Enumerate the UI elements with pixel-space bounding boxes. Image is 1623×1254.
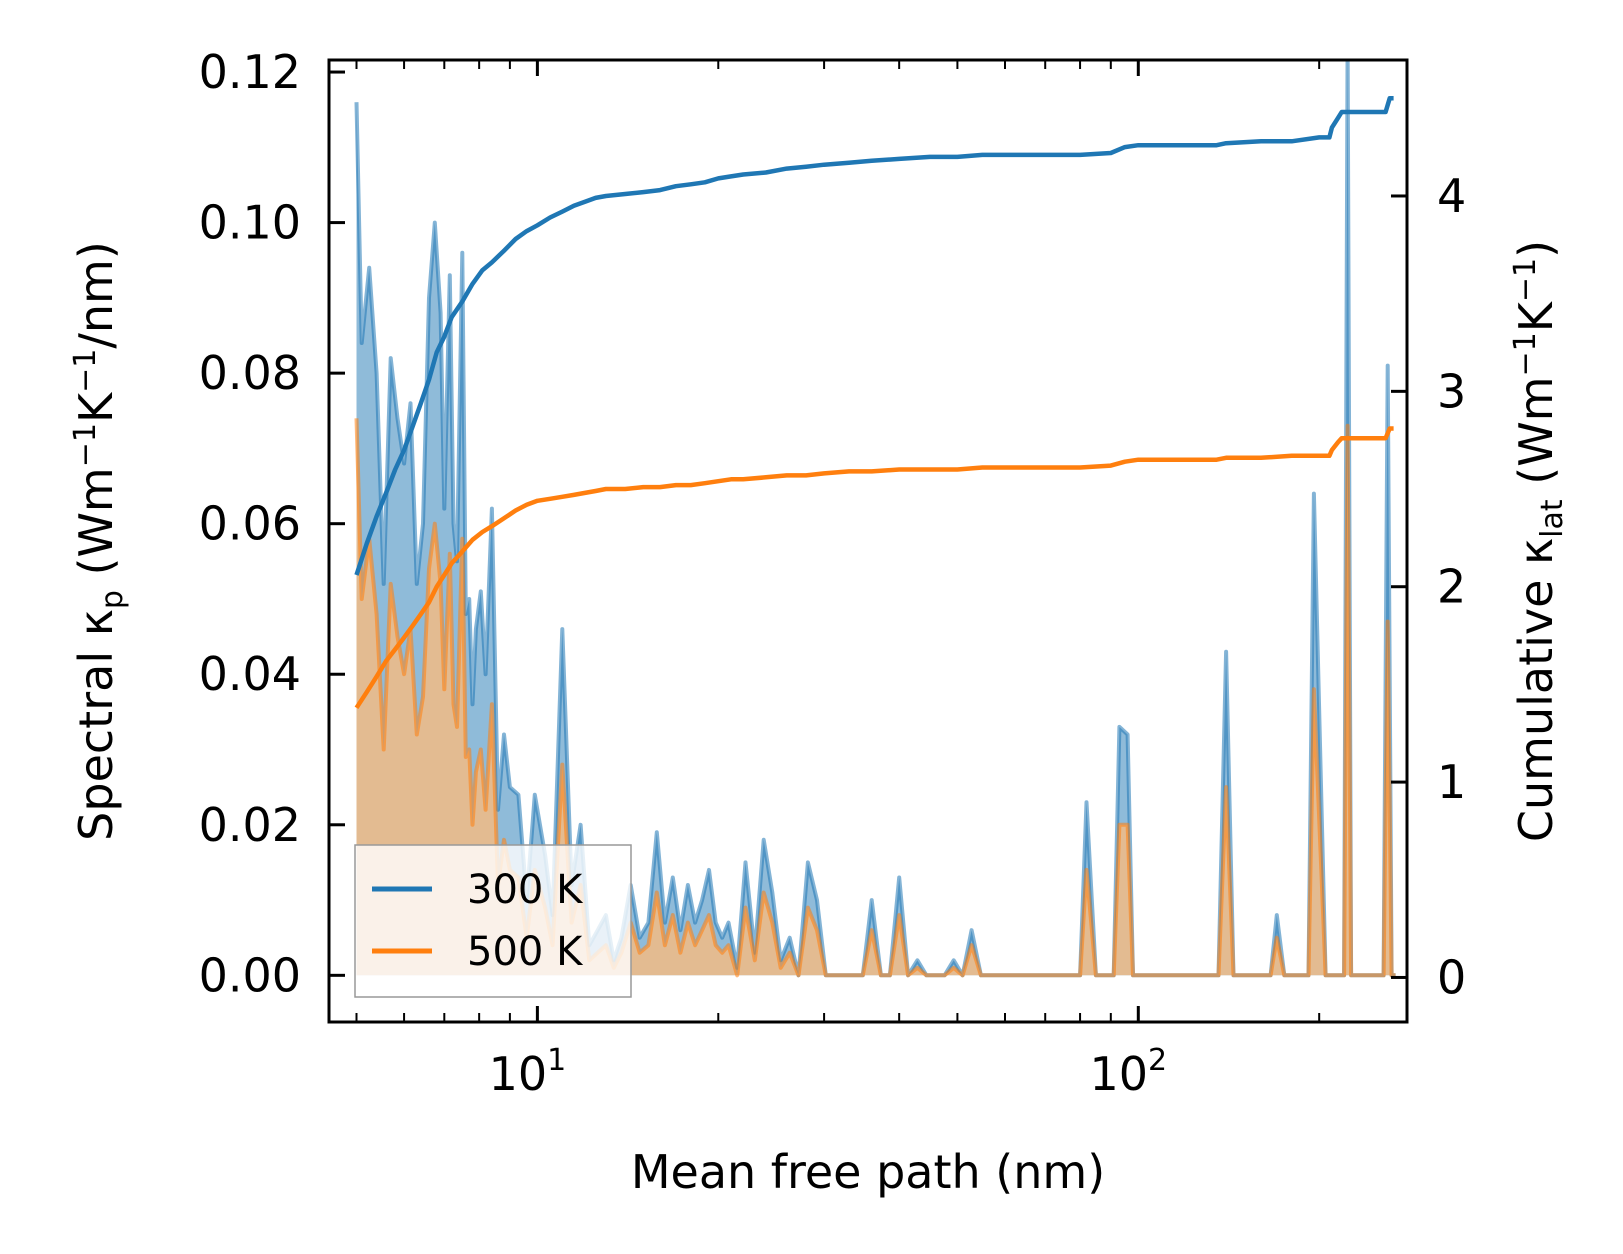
x-tick-label: 102 [1089, 1043, 1167, 1101]
y-axis-label-right: Cumulative κlat (Wm−1K−1) [1508, 240, 1570, 842]
x-axis-label: Mean free path (nm) [631, 1145, 1105, 1199]
plot-frame [327, 58, 1409, 1024]
legend-frame [354, 844, 632, 998]
legend: 300 K 500 K [354, 844, 632, 998]
y-right-tick-label: 4 [1437, 169, 1466, 223]
y-left-tick-label: 0.00 [199, 948, 301, 1002]
cumulative-line-300k [354, 96, 1394, 576]
cumulative-line-500k [354, 426, 1394, 710]
y-right-tick-label: 3 [1437, 364, 1466, 418]
legend-label-300k: 300 K [467, 867, 584, 913]
y-left-tick-label: 0.08 [199, 346, 301, 400]
y-left-tick-label: 0.04 [199, 647, 301, 701]
x-tick-label-exp: 1 [547, 1043, 566, 1078]
y-axis-label-left: Spectral κp (Wm−1K−1/nm) [68, 241, 130, 841]
y-left-tick-label: 0.06 [199, 497, 301, 551]
y-left-tick-label: 0.10 [199, 196, 301, 250]
x-tick-label: 101 [489, 1043, 567, 1101]
spectral-line-500k [354, 418, 1396, 978]
y-right-tick-label: 0 [1437, 950, 1466, 1004]
legend-label-500k: 500 K [467, 929, 584, 975]
y-left-tick-label: 0.12 [199, 45, 301, 99]
x-tick-label-exp: 2 [1148, 1043, 1167, 1078]
x-tick-label-base: 10 [1089, 1047, 1148, 1101]
x-tick-label-base: 10 [489, 1047, 548, 1101]
y-left-tick-label: 0.02 [199, 798, 301, 852]
y-right-tick-label: 1 [1437, 755, 1466, 809]
series-line-layer [354, 96, 1394, 710]
y-right-tick-label: 2 [1437, 560, 1466, 614]
